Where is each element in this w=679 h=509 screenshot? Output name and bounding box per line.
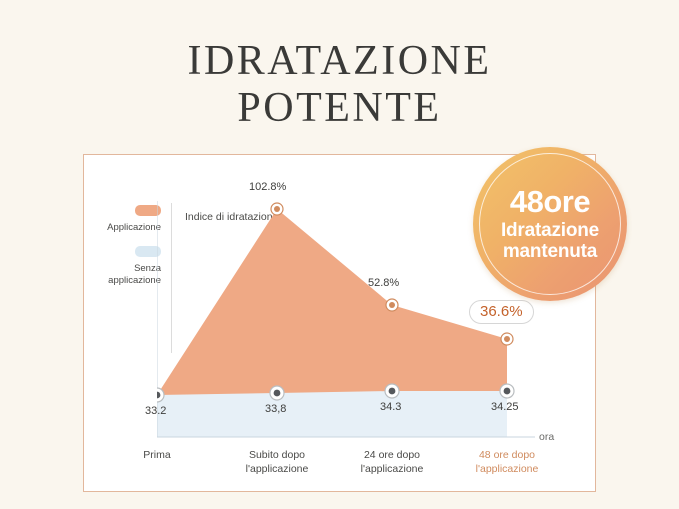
badge-line-2: mantenuta [502, 241, 598, 263]
legend-item-applicazione[interactable]: Applicazione [84, 203, 161, 234]
value-label-senza-applicazione-0: 33.2 [145, 405, 167, 417]
badge-hours-label: 48ore [509, 184, 591, 220]
x-tick-48-ore-dopo-line2: l'applicazione [475, 462, 539, 475]
badge-48-ore: 48ore Idratazione mantenuta [473, 147, 627, 301]
value-label-senza-applicazione-3: 34.25 [491, 401, 519, 413]
x-tick-prima-line1: Prima [143, 449, 171, 461]
x-tick-24-ore-dopo-line2: l'applicazione [360, 462, 424, 475]
data-point-applicazione-2[interactable] [385, 298, 399, 312]
data-point-senza-applicazione-1[interactable] [269, 385, 285, 401]
chart-svg [157, 201, 535, 438]
legend-label-senza-applicazione: Senza applicazione [108, 262, 161, 286]
x-tick-24-ore-dopo: 24 ore dopo l'applicazione [327, 449, 457, 476]
legend-swatch-senza-applicazione [135, 245, 161, 257]
data-point-applicazione-1[interactable] [270, 202, 284, 216]
data-point-applicazione-3[interactable] [500, 332, 514, 346]
x-tick-subito-dopo-line2: l'applicazione [245, 462, 309, 475]
area-senza-applicazione [157, 391, 507, 437]
value-callout-36-6[interactable]: 36.6% [469, 300, 534, 324]
data-point-senza-applicazione-2[interactable] [384, 383, 400, 399]
y-axis-label: Indice di idratazione [185, 211, 279, 223]
legend-item-senza-applicazione[interactable]: Senza applicazione [84, 244, 161, 287]
chart-plot-area: Indice di idratazione [143, 155, 597, 493]
page-title: IDRATAZIONE POTENTE [0, 38, 679, 132]
x-tick-subito-dopo-line1: Subito dopo [248, 449, 306, 461]
legend-swatch-applicazione [135, 205, 161, 216]
x-tick-subito-dopo: Subito dopo l'applicazione [212, 449, 342, 476]
value-label-senza-applicazione-1: 33,8 [265, 403, 287, 415]
chart-legend: Applicazione Senza applicazione [84, 203, 172, 353]
title-line-1: IDRATAZIONE [187, 38, 492, 84]
badge-inner-ring [479, 153, 621, 295]
x-tick-48-ore-dopo: 48 ore dopo l'applicazione [442, 449, 572, 476]
badge-text-block: 48ore Idratazione mantenuta [473, 147, 627, 301]
area-applicazione [157, 209, 507, 395]
legend-label-applicazione: Applicazione [107, 222, 161, 233]
x-tick-24-ore-dopo-line1: 24 ore dopo [363, 449, 421, 461]
data-point-senza-applicazione-3[interactable] [499, 383, 515, 399]
x-axis-unit-label: ora [539, 431, 555, 443]
value-label-applicazione-1: 102.8% [249, 181, 287, 193]
title-line-2: POTENTE [237, 85, 442, 132]
x-tick-48-ore-dopo-line1: 48 ore dopo [478, 449, 536, 461]
value-label-applicazione-2: 52.8% [368, 277, 400, 289]
x-tick-prima: Prima [92, 449, 222, 463]
data-point-senza-applicazione-0[interactable] [157, 387, 165, 403]
badge-line-1: Idratazione [500, 220, 600, 242]
value-label-senza-applicazione-2: 34.3 [380, 401, 402, 413]
